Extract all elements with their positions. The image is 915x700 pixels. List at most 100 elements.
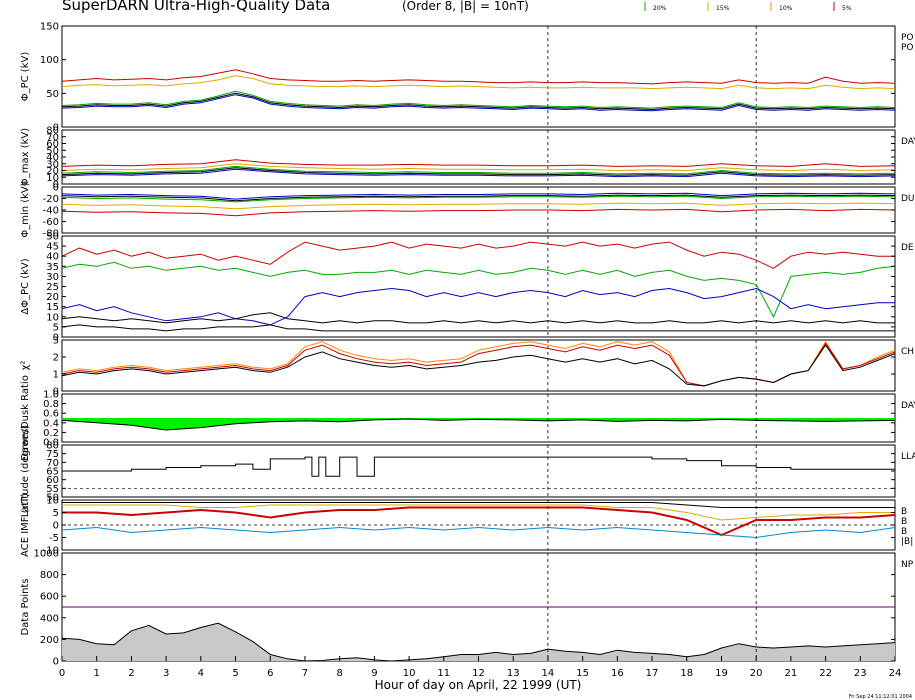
y-tick-label: 600 (40, 592, 59, 603)
x-tick-label: 2 (128, 668, 134, 679)
y-tick-label: 10 (46, 173, 59, 184)
series-line-1 (61, 168, 896, 178)
series-line-0 (61, 622, 896, 662)
x-axis-label: Hour of day on April, 22 1999 (UT) (375, 678, 582, 692)
y-axis-label: χ² (20, 361, 31, 371)
x-tick-label: 0 (59, 668, 65, 679)
series-line-3 (61, 75, 896, 90)
series-line-1 (61, 94, 896, 112)
y-tick-label: 20 (46, 292, 59, 303)
series-line-2 (62, 506, 896, 537)
y-tick-label: 0.2 (43, 428, 59, 439)
series-line-1 (61, 261, 896, 318)
y-tick-label: -10 (43, 546, 59, 557)
x-tick-label: 17 (646, 668, 659, 679)
y-tick-label: -5 (49, 533, 59, 544)
x-axis: 0 1 2 3 4 5 6 7 8 9 10 11 12 13 14 15 16 17 18 19 20 21 22 23 24 (59, 656, 902, 679)
y-tick-label: 800 (40, 570, 59, 581)
y-tick-label: 0 (53, 657, 59, 668)
right-label: PO (901, 33, 914, 43)
y-tick-label: 0 (53, 521, 59, 532)
y-tick-label: 50 (46, 232, 59, 243)
y-tick-label: 10 (46, 312, 59, 323)
timestamp: Fri Sep 24 11:12:01 2004 (849, 694, 912, 700)
y-tick-label: 80 (46, 441, 59, 452)
y-tick-label: 50 (46, 146, 59, 157)
y-tick-label: 1.0 (43, 390, 59, 401)
series-line-4 (61, 208, 896, 217)
panel-chi2: 0 1 2 3 χ² CH (20, 336, 914, 398)
y-tick-label: 1 (53, 370, 59, 381)
y-tick-label: 55 (46, 484, 59, 495)
y-tick-label: 0 (53, 183, 59, 194)
y-tick-label: 10 (46, 496, 59, 507)
x-tick-label: 11 (437, 668, 450, 679)
y-tick-label: 60 (46, 475, 59, 486)
x-tick-label: 13 (507, 668, 520, 679)
y-tick-label: 1000 (34, 549, 59, 560)
x-tick-label: 20 (750, 668, 763, 679)
panel-frame (61, 25, 896, 128)
x-tick-label: 24 (889, 668, 902, 679)
x-tick-label: 1 (94, 668, 100, 679)
series-line-2 (61, 165, 896, 175)
series-line-0 (61, 167, 896, 176)
y-tick-label: 20 (46, 166, 59, 177)
series-line-1 (62, 504, 895, 521)
x-tick-label: 4 (198, 668, 204, 679)
x-tick-label: 7 (302, 668, 308, 679)
x-tick-label: 18 (680, 668, 693, 679)
series-line-2 (61, 90, 896, 109)
right-label: DAY (901, 137, 915, 147)
y-axis-label: Data Points (20, 578, 31, 635)
legend-label-3: 5% (842, 5, 852, 12)
series-line-0 (62, 502, 895, 508)
series-line-2 (61, 344, 896, 387)
right-label: DE (901, 243, 914, 253)
figure-subtitle: (Order 8, |B| = 10nT) (402, 0, 529, 13)
y-tick-label: 150 (40, 22, 59, 33)
x-tick-label: 15 (576, 668, 589, 679)
series-line-3 (61, 163, 896, 172)
x-tick-label: 3 (163, 668, 169, 679)
panel-data_points: 0 200 400 600 800 1000 Data Points NP (20, 549, 914, 668)
x-tick-label: 8 (336, 668, 342, 679)
y-axis-label: Dawn/Dusk Ratio (20, 375, 31, 461)
figure-title: SuperDARN Ultra-High-Quality Data (62, 0, 330, 14)
x-tick-label: 10 (403, 668, 416, 679)
y-tick-label: -20 (43, 194, 59, 205)
series-line-1 (61, 192, 896, 200)
y-tick-label: 200 (40, 635, 59, 646)
y-axis-label: Latitude (degrees) (20, 425, 31, 517)
y-tick-label: 0.8 (43, 399, 59, 410)
series-line-0 (61, 92, 896, 111)
y-tick-label: 100 (40, 55, 59, 66)
series-line-0 (61, 241, 895, 269)
y-tick-label: 25 (46, 282, 59, 293)
series-line-2 (61, 287, 895, 326)
right-label: CH (901, 347, 914, 357)
right-label: NP (901, 560, 914, 570)
x-tick-label: 5 (232, 668, 238, 679)
y-tick-label: 70 (46, 132, 59, 143)
y-tick-label: -40 (43, 206, 59, 217)
series-line-4 (61, 324, 895, 332)
y-tick-label: 5 (53, 322, 59, 333)
series-line-3 (61, 526, 896, 539)
series-line-0 (61, 418, 896, 431)
y-tick-label: 75 (46, 449, 59, 460)
series-line-4 (61, 159, 896, 167)
x-tick-label: 22 (819, 668, 832, 679)
y-tick-label: 5 (53, 508, 59, 519)
y-tick-label: 50 (46, 493, 59, 504)
y-axis-label: Φ_min (kV) (20, 182, 31, 237)
y-tick-label: 2 (53, 353, 59, 364)
legend-label-2: 10% (779, 5, 793, 12)
x-tick-label: 6 (267, 668, 273, 679)
legend-label-0: 20% (653, 5, 667, 12)
